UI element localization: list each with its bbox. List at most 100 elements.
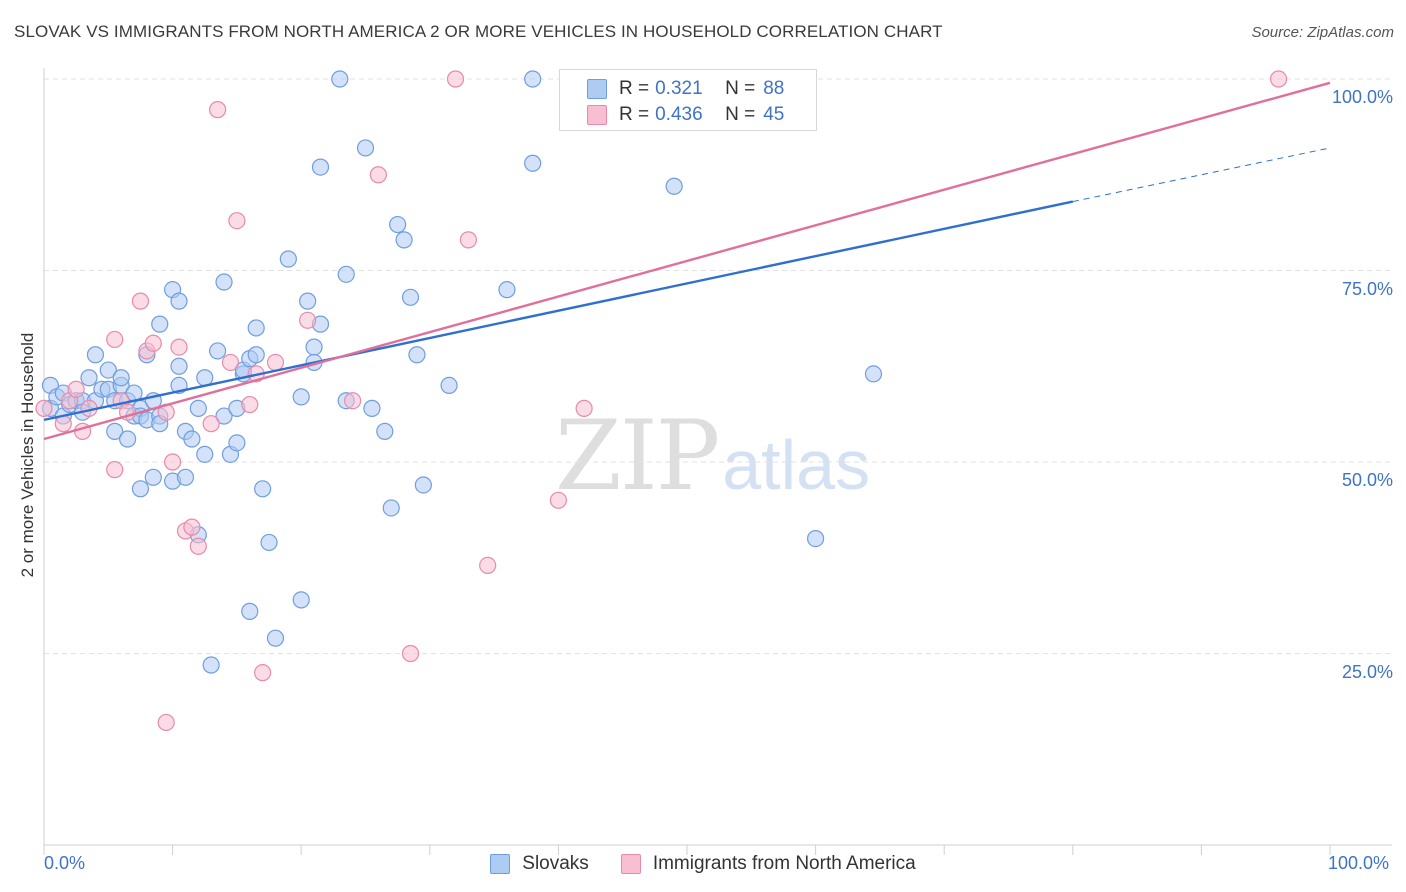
point-slovaks	[202, 656, 220, 674]
point-slovaks	[247, 319, 265, 337]
trend-line-slovaks-extension	[1072, 147, 1331, 203]
series-legend-immigrants[interactable]: Immigrants from North America	[620, 853, 916, 875]
trend-line-immigrants	[43, 81, 1331, 441]
point-slovaks	[292, 591, 310, 609]
point-slovaks	[292, 388, 310, 406]
x-tick-min: 0.0%	[44, 853, 86, 873]
point-immigrants	[369, 166, 387, 184]
point-immigrants	[183, 518, 201, 536]
point-slovaks	[118, 430, 137, 448]
point-immigrants	[106, 330, 124, 349]
legend-n-label: N =	[725, 104, 756, 125]
point-immigrants	[575, 399, 593, 417]
chart-title: SLOVAK VS IMMIGRANTS FROM NORTH AMERICA …	[14, 22, 943, 41]
point-immigrants	[144, 334, 162, 352]
point-slovaks	[440, 376, 458, 394]
legend-n-value: 45	[763, 104, 785, 125]
point-immigrants	[35, 399, 53, 417]
point-slovaks	[112, 369, 130, 387]
point-immigrants	[164, 453, 182, 471]
source-label: Source: ZipAtlas.com	[1251, 24, 1394, 41]
point-slovaks	[189, 399, 207, 417]
point-slovaks	[170, 357, 188, 375]
point-slovaks	[209, 342, 227, 360]
series-legend: Slovaks Immigrants from North America	[0, 852, 1406, 876]
point-immigrants	[67, 380, 85, 398]
point-slovaks	[279, 250, 297, 268]
point-slovaks	[395, 231, 413, 249]
point-immigrants	[157, 713, 175, 732]
legend-r-label: R =	[619, 78, 650, 99]
point-slovaks	[408, 346, 426, 364]
point-slovaks	[183, 430, 201, 448]
series-label-slovaks: Slovaks	[522, 853, 589, 874]
y-axis-label: 2 or more Vehicles in Household	[18, 332, 37, 578]
point-slovaks	[331, 70, 349, 88]
point-immigrants	[344, 392, 362, 410]
point-slovaks	[260, 533, 278, 552]
legend-swatch-immigrants	[587, 105, 607, 125]
series-legend-slovaks[interactable]: Slovaks	[490, 853, 589, 875]
point-slovaks	[376, 422, 394, 440]
watermark: ZIPatlas	[555, 400, 870, 512]
point-slovaks	[356, 139, 375, 157]
stats-legend: R = 0.321 N = 88 R = 0.436 N = 45	[559, 69, 817, 131]
point-immigrants	[266, 353, 285, 372]
point-slovaks	[337, 265, 355, 283]
watermark-zip: ZIP	[555, 400, 720, 512]
point-slovaks	[254, 480, 272, 498]
y-tick-label: 25.0%	[1341, 661, 1393, 682]
point-immigrants	[459, 231, 477, 249]
legend-n-label: N =	[725, 78, 756, 99]
point-slovaks	[241, 602, 259, 620]
point-slovaks	[170, 292, 188, 310]
point-slovaks	[382, 499, 400, 517]
point-immigrants	[299, 311, 317, 329]
point-slovaks	[266, 629, 285, 647]
point-immigrants	[221, 353, 240, 372]
point-slovaks	[176, 468, 195, 486]
point-slovaks	[311, 158, 330, 176]
point-slovaks	[215, 273, 233, 291]
point-slovaks	[144, 468, 162, 486]
point-immigrants	[241, 395, 259, 414]
point-immigrants	[228, 212, 246, 230]
legend-row-slovaks: R = 0.321 N = 88	[587, 78, 784, 100]
y-tick-label: 100.0%	[1331, 87, 1393, 107]
legend-swatch-slovaks	[587, 79, 607, 99]
series-label-immigrants: Immigrants from North America	[652, 853, 916, 874]
point-immigrants	[446, 70, 465, 88]
point-slovaks	[196, 369, 214, 387]
point-slovaks	[524, 70, 542, 88]
x-tick-max: 100.0%	[1328, 853, 1390, 873]
point-immigrants	[131, 292, 150, 310]
point-slovaks	[151, 315, 169, 333]
point-slovaks	[524, 154, 542, 172]
point-immigrants	[189, 537, 207, 555]
point-immigrants	[479, 556, 497, 575]
y-tick-label: 75.0%	[1341, 278, 1393, 299]
point-slovaks	[80, 369, 98, 387]
point-slovaks	[228, 434, 246, 452]
point-immigrants	[106, 461, 124, 479]
point-slovaks	[806, 529, 825, 548]
point-slovaks	[247, 346, 265, 364]
point-immigrants	[1269, 70, 1288, 88]
point-immigrants	[170, 338, 188, 356]
legend-r-label: R =	[619, 104, 650, 125]
point-immigrants	[401, 644, 420, 663]
point-immigrants	[209, 101, 227, 119]
point-slovaks	[665, 177, 683, 195]
point-slovaks	[389, 215, 407, 234]
series-swatch-immigrants	[620, 854, 641, 874]
legend-n-value: 88	[763, 78, 785, 99]
point-slovaks	[86, 346, 105, 364]
point-slovaks	[498, 281, 516, 299]
point-slovaks	[196, 445, 214, 463]
point-slovaks	[363, 399, 381, 417]
watermark-atlas: atlas	[722, 426, 871, 504]
point-slovaks	[299, 292, 317, 310]
point-immigrants	[202, 415, 220, 433]
legend-r-value: 0.436	[655, 104, 703, 125]
